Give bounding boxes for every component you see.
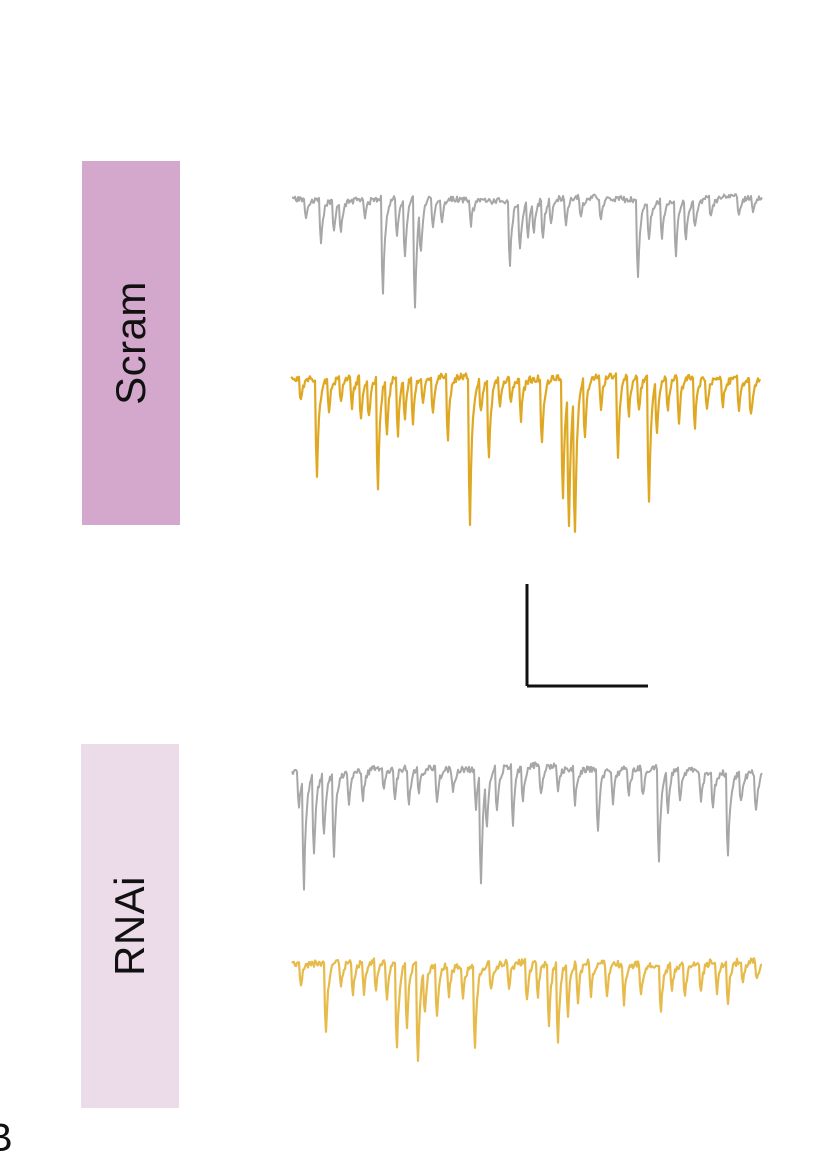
- trace-scram-control: [291, 193, 763, 309]
- group-bar-rnai: RNAi: [81, 744, 179, 1108]
- panel-letter: B: [0, 1116, 13, 1161]
- trace-scram-treated: [290, 372, 762, 533]
- scale-bar-icon: [525, 584, 648, 688]
- group-bar-scram: Scram: [82, 161, 180, 525]
- trace-rnai-control: [291, 761, 763, 891]
- trace-rnai-treated: [291, 957, 763, 1062]
